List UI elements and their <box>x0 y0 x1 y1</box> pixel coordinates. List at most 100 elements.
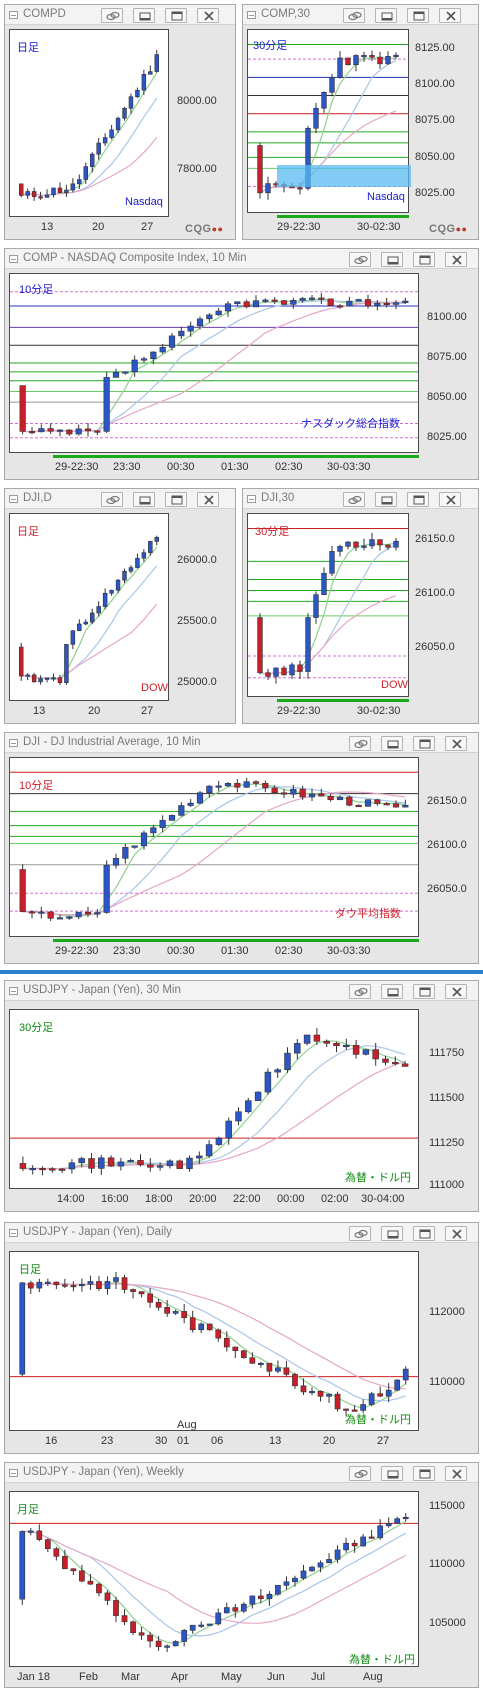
app-icon <box>9 987 18 995</box>
y-tick: 111500 <box>429 1092 465 1104</box>
selection-highlight[interactable] <box>277 165 411 187</box>
window-title: COMP - NASDAQ Composite Index, 10 Min <box>23 252 247 264</box>
chart-plot[interactable] <box>9 513 169 701</box>
minimize-icon[interactable] <box>375 8 397 23</box>
maximize-icon[interactable] <box>165 492 187 507</box>
scroll-indicator[interactable] <box>277 215 409 218</box>
x-tick: 13 <box>269 1435 282 1447</box>
x-tick: 02:30 <box>275 945 303 957</box>
close-icon[interactable] <box>445 984 467 999</box>
link-icon[interactable] <box>343 8 365 23</box>
titlebar[interactable]: COMP,30 <box>243 5 478 25</box>
window-comp10[interactable]: COMP - NASDAQ Composite Index, 10 Min 10… <box>4 248 479 480</box>
chart-plot[interactable] <box>9 29 169 217</box>
chart-plot[interactable] <box>247 513 409 697</box>
titlebar[interactable]: COMPD <box>5 5 235 25</box>
window-title: USDJPY - Japan (Yen), Weekly <box>23 1466 184 1478</box>
x-tick: 27 <box>377 1435 390 1447</box>
window-dji10[interactable]: DJI - DJ Industrial Average, 10 Min 10分足… <box>4 732 479 964</box>
close-icon[interactable] <box>445 252 467 267</box>
link-icon[interactable] <box>349 252 371 267</box>
chart-plot[interactable] <box>9 273 419 453</box>
x-tick: 14:00 <box>57 1193 85 1205</box>
chart-plot[interactable] <box>9 1491 419 1667</box>
window-comp30[interactable]: COMP,30 30分足 Nasdaq 8125.00 8100.00 8075… <box>242 4 479 240</box>
titlebar[interactable]: DJI,30 <box>243 489 478 509</box>
x-tick: 29-22:30 <box>277 705 321 717</box>
link-icon[interactable] <box>349 1466 371 1481</box>
maximize-icon[interactable] <box>413 1466 435 1481</box>
link-icon[interactable] <box>349 984 371 999</box>
x-tick: 02:30 <box>275 461 303 473</box>
chart-plot[interactable] <box>9 1009 419 1189</box>
titlebar[interactable]: DJI - DJ Industrial Average, 10 Min <box>5 733 478 753</box>
window-usdjpyd[interactable]: USDJPY - Japan (Yen), Daily 日足 為替・ドル円 11… <box>4 1222 479 1454</box>
x-tick: 22:00 <box>233 1193 261 1205</box>
x-tick: 13 <box>41 221 54 233</box>
scroll-indicator[interactable] <box>53 455 419 458</box>
y-tick: 26100.0 <box>427 839 467 851</box>
close-icon[interactable] <box>197 8 219 23</box>
minimize-icon[interactable] <box>381 736 403 751</box>
titlebar[interactable]: USDJPY - Japan (Yen), Daily <box>5 1223 478 1243</box>
titlebar[interactable]: USDJPY - Japan (Yen), 30 Min <box>5 981 478 1001</box>
app-icon <box>9 1469 18 1477</box>
window-title: DJI,30 <box>261 492 295 504</box>
window-dji30[interactable]: DJI,30 30分足 DOW 26150.0 26100.0 26050.0 … <box>242 488 479 724</box>
maximize-icon[interactable] <box>407 492 429 507</box>
x-tick: 20 <box>323 1435 336 1447</box>
window-usdjpyw[interactable]: USDJPY - Japan (Yen), Weekly 月足 為替・ドル円 1… <box>4 1462 479 1688</box>
timeframe-label: 10分足 <box>19 780 54 792</box>
close-icon[interactable] <box>439 492 461 507</box>
y-tick: 8075.00 <box>427 351 467 363</box>
window-usdjpy30[interactable]: USDJPY - Japan (Yen), 30 Min 30分足 為替・ドル円… <box>4 980 479 1212</box>
minimize-icon[interactable] <box>375 492 397 507</box>
cqg-logo: CQG●● <box>185 223 224 235</box>
titlebar[interactable]: USDJPY - Japan (Yen), Weekly <box>5 1463 478 1483</box>
maximize-icon[interactable] <box>413 252 435 267</box>
timeframe-label: 日足 <box>17 42 39 54</box>
maximize-icon[interactable] <box>413 1226 435 1241</box>
y-tick: 25500.0 <box>177 615 217 627</box>
minimize-icon[interactable] <box>133 492 155 507</box>
link-icon[interactable] <box>343 492 365 507</box>
chart-plot[interactable] <box>9 757 419 937</box>
y-tick: 110000 <box>429 1558 465 1570</box>
close-icon[interactable] <box>445 1466 467 1481</box>
x-tick: 30-03:30 <box>327 461 371 473</box>
maximize-icon[interactable] <box>413 984 435 999</box>
link-icon[interactable] <box>349 736 371 751</box>
x-tick: 13 <box>33 705 46 717</box>
x-tick: 30 <box>155 1435 168 1447</box>
minimize-icon[interactable] <box>381 252 403 267</box>
link-icon[interactable] <box>349 1226 371 1241</box>
chart-plot[interactable] <box>9 1251 419 1431</box>
window-compd[interactable]: COMPD 日足 Nasdaq 8000.00 7800.00 13 20 27… <box>4 4 236 240</box>
y-tick: 8050.00 <box>427 391 467 403</box>
close-icon[interactable] <box>445 1226 467 1241</box>
titlebar[interactable]: COMP - NASDAQ Composite Index, 10 Min <box>5 249 478 269</box>
titlebar[interactable]: DJI,D <box>5 489 235 509</box>
minimize-icon[interactable] <box>381 1226 403 1241</box>
link-icon[interactable] <box>101 8 123 23</box>
scroll-indicator[interactable] <box>53 939 419 942</box>
minimize-icon[interactable] <box>381 984 403 999</box>
maximize-icon[interactable] <box>407 8 429 23</box>
minimize-icon[interactable] <box>381 1466 403 1481</box>
window-title: DJI,D <box>23 492 52 504</box>
maximize-icon[interactable] <box>165 8 187 23</box>
close-icon[interactable] <box>439 8 461 23</box>
instrument-label: ナスダック総合指数 <box>301 418 400 430</box>
x-tick: 27 <box>141 221 154 233</box>
x-tick: May <box>221 1671 242 1683</box>
minimize-icon[interactable] <box>133 8 155 23</box>
timeframe-label: 30分足 <box>255 526 290 538</box>
timeframe-label: 月足 <box>17 1504 39 1516</box>
close-icon[interactable] <box>445 736 467 751</box>
window-djid[interactable]: DJI,D 日足 DOW 26000.0 25500.0 25000.0 13 … <box>4 488 236 724</box>
maximize-icon[interactable] <box>413 736 435 751</box>
close-icon[interactable] <box>197 492 219 507</box>
x-tick: 00:30 <box>167 461 195 473</box>
scroll-indicator[interactable] <box>277 699 409 702</box>
link-icon[interactable] <box>101 492 123 507</box>
